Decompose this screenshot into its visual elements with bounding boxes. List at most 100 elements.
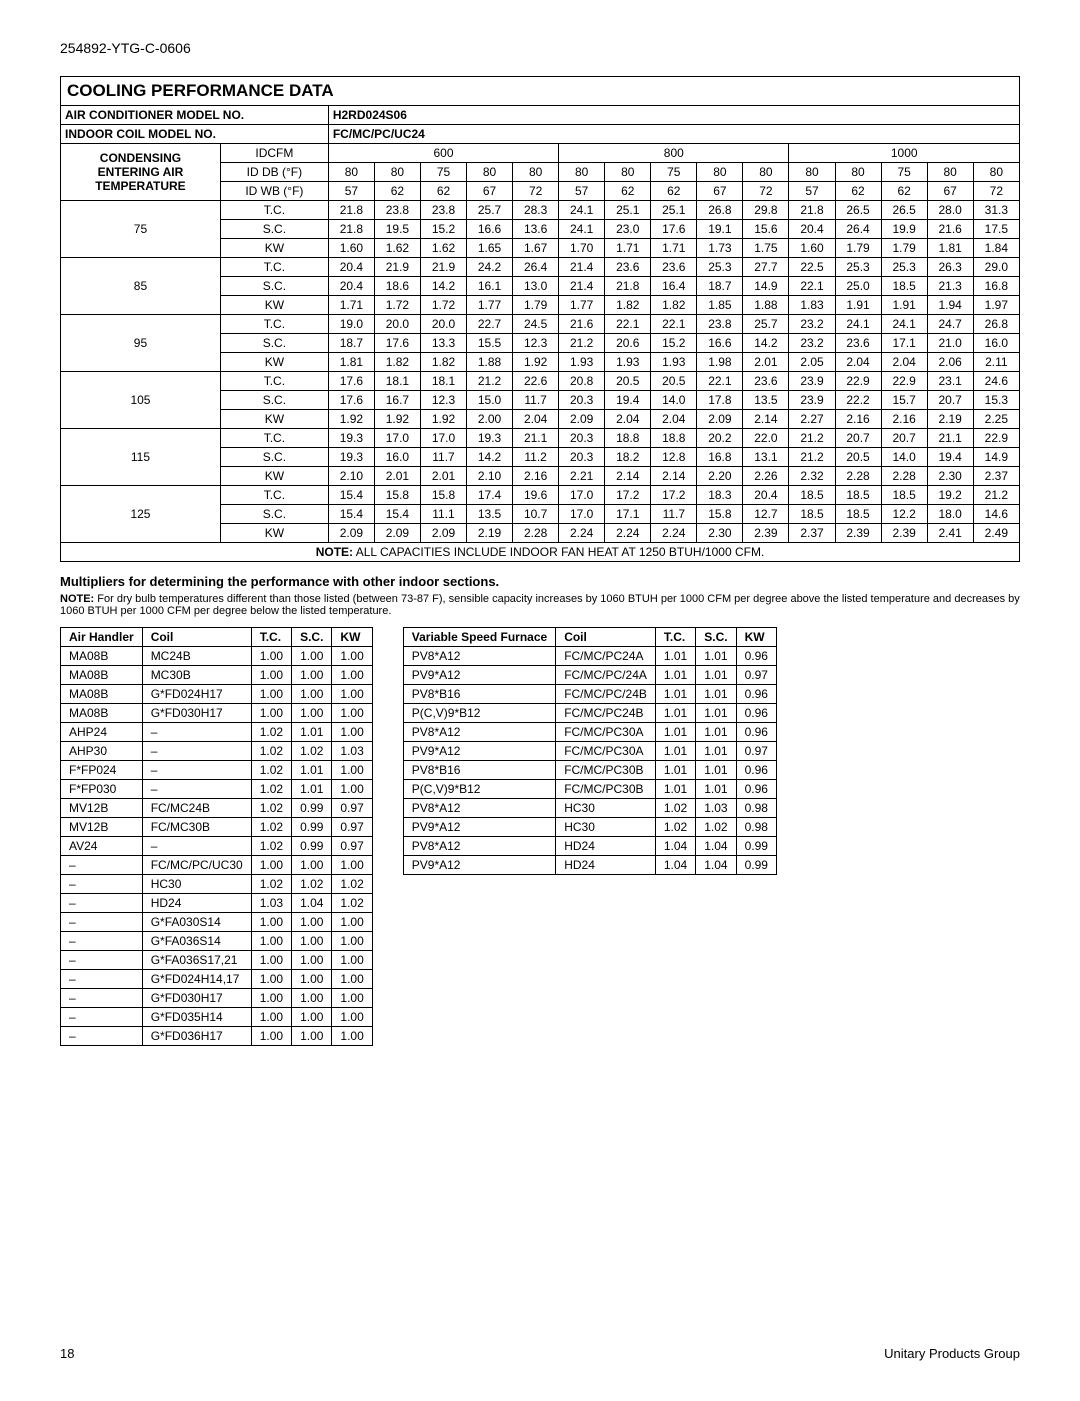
perf-cell: 1.71 [605,239,651,258]
mult-cell: – [61,875,143,894]
perf-cell: 14.6 [973,505,1019,524]
perf-cell: 16.6 [467,220,513,239]
perf-cell: 11.1 [420,505,466,524]
mult-cell: 1.00 [292,647,332,666]
perf-cell: 24.5 [513,315,559,334]
perf-cell: 2.41 [927,524,973,543]
db-val: 80 [513,163,559,182]
metric-label: S.C. [220,505,328,524]
perf-cell: 2.27 [789,410,835,429]
perf-cell: 17.4 [467,486,513,505]
perf-cell: 26.8 [973,315,1019,334]
perf-cell: 2.39 [835,524,881,543]
perf-cell: 14.0 [881,448,927,467]
mult-cell: FC/MC/PC/UC30 [142,856,251,875]
mult-cell: 1.01 [696,685,736,704]
perf-cell: 1.79 [513,296,559,315]
perf-cell: 25.0 [835,277,881,296]
table-row: PV9*A12HD241.041.040.99 [403,856,776,875]
perf-cell: 26.3 [927,258,973,277]
perf-cell: 2.14 [605,467,651,486]
wb-val: 72 [973,182,1019,201]
perf-cell: 2.10 [467,467,513,486]
perf-cell: 24.1 [559,220,605,239]
perf-cell: 27.7 [743,258,789,277]
mult-cell: – [142,742,251,761]
perf-cell: 2.19 [467,524,513,543]
mult-cell: 0.99 [292,799,332,818]
coil-label: INDOOR COIL MODEL NO. [61,125,329,144]
perf-cell: 19.3 [328,429,374,448]
mult-cell: G*FA030S14 [142,913,251,932]
perf-cell: 25.1 [605,201,651,220]
mult-cell: AHP30 [61,742,143,761]
perf-cell: 17.5 [973,220,1019,239]
mult-cell: 1.04 [655,837,695,856]
perf-cell: 20.4 [743,486,789,505]
perf-cell: 2.20 [697,467,743,486]
perf-cell: 17.1 [881,334,927,353]
perf-cell: 23.6 [605,258,651,277]
mult-cell: 1.01 [292,780,332,799]
table-row: –G*FD035H141.001.001.00 [61,1008,373,1027]
perf-cell: 15.6 [743,220,789,239]
perf-cell: 2.39 [881,524,927,543]
table-row: –G*FD024H14,171.001.001.00 [61,970,373,989]
mult-cell: AHP24 [61,723,143,742]
perf-cell: 15.3 [973,391,1019,410]
mult-cell: HC30 [142,875,251,894]
perf-cell: 14.2 [420,277,466,296]
perf-cell: 23.8 [374,201,420,220]
mult-cell: 1.01 [696,761,736,780]
mult-cell: 1.02 [251,875,291,894]
perf-cell: 2.04 [835,353,881,372]
mult-cell: 1.03 [332,742,372,761]
perf-cell: 17.6 [328,391,374,410]
metric-label: S.C. [220,391,328,410]
perf-cell: 1.92 [513,353,559,372]
mult-cell: 1.01 [655,780,695,799]
perf-cell: 20.4 [328,258,374,277]
mult-cell: 1.00 [251,647,291,666]
perf-cell: 24.6 [973,372,1019,391]
perf-cell: 26.5 [881,201,927,220]
mult-cell: 1.00 [292,666,332,685]
mult-cell: PV9*A12 [403,856,555,875]
perf-cell: 2.19 [927,410,973,429]
perf-cell: 15.8 [697,505,743,524]
table-row: –G*FD030H171.001.001.00 [61,989,373,1008]
table-row: PV9*A12FC/MC/PC30A1.011.010.97 [403,742,776,761]
mult-header: Air Handler [61,628,143,647]
perf-cell: 1.82 [420,353,466,372]
perf-cell: 2.28 [881,467,927,486]
mult-cell: 1.00 [251,932,291,951]
perf-cell: 17.0 [374,429,420,448]
mult-cell: 1.00 [332,723,372,742]
perf-cell: 17.0 [559,505,605,524]
perf-cell: 22.9 [881,372,927,391]
metric-label: T.C. [220,258,328,277]
perf-cell: 18.8 [605,429,651,448]
perf-cell: 15.4 [374,505,420,524]
perf-cell: 18.7 [328,334,374,353]
perf-cell: 18.5 [881,277,927,296]
perf-cell: 21.2 [559,334,605,353]
metric-label: KW [220,296,328,315]
perf-cell: 1.82 [651,296,697,315]
table-row: MA08BG*FD030H171.001.001.00 [61,704,373,723]
mult-cell: 1.00 [332,761,372,780]
perf-cell: 21.0 [927,334,973,353]
perf-cell: 18.5 [835,486,881,505]
perf-cell: 21.3 [927,277,973,296]
metric-label: T.C. [220,315,328,334]
mult-header: S.C. [292,628,332,647]
perf-cell: 20.4 [328,277,374,296]
perf-cell: 1.94 [927,296,973,315]
perf-cell: 15.0 [467,391,513,410]
perf-note: NOTE: ALL CAPACITIES INCLUDE INDOOR FAN … [61,543,1020,562]
perf-cell: 24.1 [559,201,605,220]
perf-cell: 25.1 [651,201,697,220]
mult-cell: 1.00 [292,989,332,1008]
perf-cell: 2.01 [374,467,420,486]
metric-label: S.C. [220,334,328,353]
